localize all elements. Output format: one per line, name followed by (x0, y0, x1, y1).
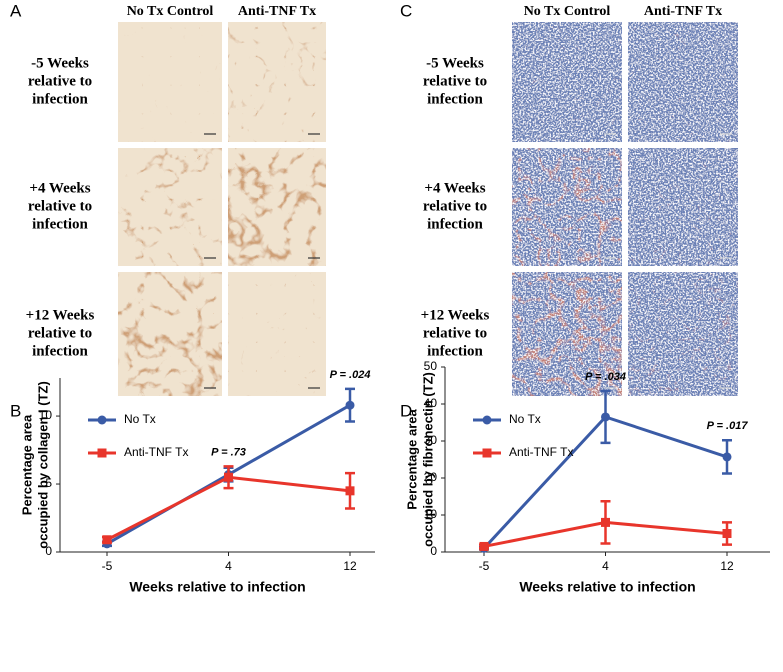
panel-letter: A (10, 1, 22, 20)
x-axis-label: Weeks relative to infection (129, 579, 305, 595)
micrograph (118, 272, 222, 396)
micrograph (628, 272, 738, 396)
y-tick-label: 0 (430, 544, 437, 558)
micrograph (628, 148, 738, 266)
legend-label: No Tx (509, 412, 541, 426)
micrograph (228, 148, 326, 266)
row-label: +12 Weeks (421, 307, 490, 323)
row-label: relative to (28, 325, 92, 341)
data-point (722, 529, 732, 538)
legend-label: No Tx (124, 412, 156, 426)
data-point (345, 486, 355, 496)
row-label: -5 Weeks (426, 55, 484, 71)
legend-label: Anti-TNF Tx (509, 445, 573, 459)
panel-letter: B (10, 401, 21, 420)
x-tick-label: -5 (102, 559, 113, 573)
data-point (102, 535, 112, 545)
row-label: relative to (28, 73, 92, 89)
p-value-annotation: P = .017 (707, 420, 749, 432)
data-point (601, 412, 610, 422)
x-tick-label: 12 (720, 559, 734, 573)
row-label: infection (32, 343, 88, 359)
row-label: -5 Weeks (31, 55, 89, 71)
row-label: infection (32, 91, 88, 107)
data-point (224, 472, 233, 482)
y-tick-label: 5 (45, 476, 52, 490)
row-label: +4 Weeks (424, 180, 485, 196)
y-tick-label: 20 (424, 470, 438, 484)
p-value-annotation: P = .73 (211, 446, 246, 458)
micrograph (228, 22, 326, 142)
y-axis-label: Percentage area (19, 414, 34, 515)
row-label: +4 Weeks (29, 180, 90, 196)
legend-marker (482, 448, 492, 458)
y-axis-label: Percentage area (404, 409, 419, 510)
micrograph (512, 148, 622, 266)
y-axis-label: occupied by fibronectin (TZ) (420, 372, 435, 547)
data-point (345, 400, 355, 410)
column-header: Anti-TNF Tx (644, 4, 722, 19)
micrograph (628, 22, 738, 142)
x-axis-label: Weeks relative to infection (519, 579, 695, 595)
column-header: No Tx Control (127, 4, 214, 19)
x-tick-label: -5 (479, 559, 490, 573)
micrograph (118, 148, 222, 266)
data-point (479, 541, 489, 551)
row-label: infection (427, 91, 483, 107)
y-axis-label: occupied by collagen I (TZ) (35, 381, 50, 549)
p-value-annotation: P = .034 (585, 371, 626, 383)
legend-marker (482, 415, 492, 425)
micrograph (512, 22, 622, 142)
y-tick-label: 0 (45, 544, 52, 558)
y-tick-label: 30 (424, 433, 438, 447)
column-header: Anti-TNF Tx (238, 4, 316, 19)
y-tick-label: 40 (424, 396, 438, 410)
y-tick-label: 10 (39, 408, 53, 422)
column-header: No Tx Control (524, 4, 611, 19)
panel-letter: C (400, 1, 412, 20)
micrograph (118, 22, 222, 142)
legend-marker (97, 448, 107, 458)
row-label: relative to (423, 73, 487, 89)
legend-label: Anti-TNF Tx (124, 445, 188, 459)
row-label: relative to (28, 198, 92, 214)
p-value-annotation: P = .024 (330, 369, 371, 381)
row-label: infection (32, 216, 88, 232)
row-label: relative to (423, 325, 487, 341)
data-point (601, 517, 610, 527)
data-point (722, 452, 732, 462)
x-tick-label: 12 (343, 559, 357, 573)
legend-marker (97, 415, 107, 425)
row-label: infection (427, 216, 483, 232)
row-label: infection (427, 343, 483, 359)
row-label: relative to (423, 198, 487, 214)
panel-letter: D (400, 401, 412, 420)
micrograph (512, 272, 622, 396)
x-tick-label: 4 (225, 559, 232, 573)
y-tick-label: 10 (424, 507, 438, 521)
x-tick-label: 4 (602, 559, 609, 573)
y-tick-label: 50 (424, 359, 438, 373)
row-label: +12 Weeks (26, 307, 95, 323)
micrograph (228, 272, 326, 396)
